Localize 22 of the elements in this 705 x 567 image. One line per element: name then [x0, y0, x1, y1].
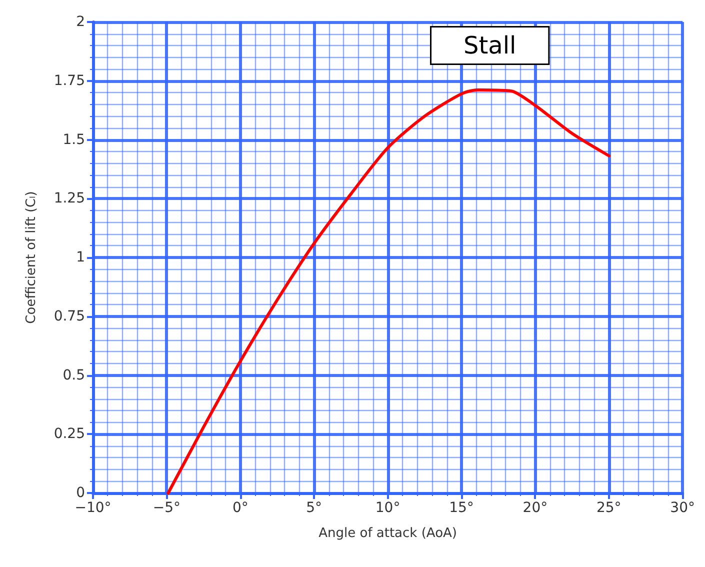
y-tick-label: 0.25 [54, 426, 85, 442]
y-tick-label: 2 [76, 14, 85, 30]
x-tick-label: −10° [74, 500, 112, 516]
y-tick-label: 1 [76, 250, 85, 266]
x-tick-label: 15° [449, 500, 474, 516]
x-axis-title: Angle of attack (AoA) [318, 526, 457, 541]
y-tick-label: 1.75 [54, 72, 85, 89]
x-tick-label: 0° [232, 500, 248, 516]
annotation: Stall [464, 32, 516, 60]
x-tick-label: 30° [670, 500, 696, 516]
y-tick-label: 1.5 [62, 132, 85, 148]
y-tick-label: 0.75 [54, 308, 85, 324]
line-series [166, 88, 610, 494]
x-tick-label: 5° [306, 500, 322, 516]
y-tick-label: 0.5 [62, 367, 85, 384]
y-axis-title: Coefficient of lift (Cₗ) [24, 191, 39, 324]
x-tick-label: 10° [375, 500, 400, 516]
y-tick-label: 1.25 [54, 190, 85, 207]
x-tick-label: 20° [522, 500, 548, 516]
x-tick-label: 25° [596, 500, 622, 516]
y-tick-label: 0 [76, 485, 85, 501]
x-tick-label: −5° [152, 500, 181, 516]
